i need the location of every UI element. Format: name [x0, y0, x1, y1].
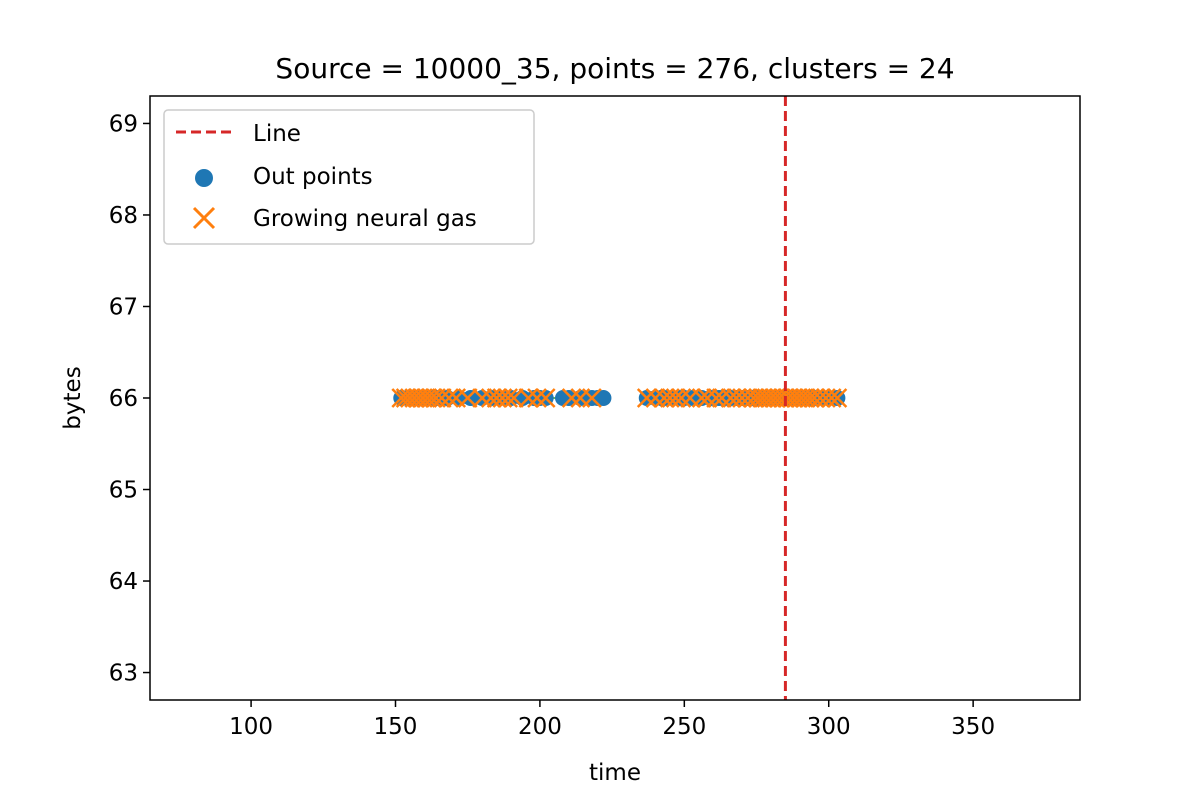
gng-node — [706, 388, 726, 408]
y-axis-label: bytes — [60, 366, 86, 429]
x-tick-label: 300 — [807, 714, 851, 740]
legend-swatch-out-points — [195, 169, 213, 187]
gng-node — [472, 388, 493, 408]
y-tick-label: 69 — [109, 111, 138, 137]
y-tick-label: 64 — [109, 569, 138, 595]
gng-node — [421, 388, 442, 408]
y-tick-label: 63 — [109, 661, 138, 687]
gng-node — [417, 388, 438, 408]
y-tick-label: 68 — [109, 203, 138, 229]
gng-node — [527, 388, 547, 408]
out-point — [595, 390, 612, 406]
x-tick-label: 150 — [374, 714, 418, 740]
gng-node — [795, 388, 816, 408]
gng-node — [800, 388, 820, 408]
gng-node — [561, 388, 582, 408]
legend-label-gng: Growing neural gas — [253, 206, 477, 232]
gng-node — [518, 388, 539, 408]
x-tick-label: 200 — [518, 714, 562, 740]
out-point — [560, 390, 577, 406]
gng-node — [498, 388, 519, 408]
legend-label-out-points: Out points — [253, 164, 373, 190]
legend: Line Out points Growing neural gas — [163, 109, 535, 245]
y-tick-label: 67 — [109, 294, 138, 320]
x-tick-label: 250 — [662, 714, 706, 740]
legend-swatch-gng — [192, 206, 216, 230]
gng-node — [671, 388, 692, 408]
gng-node — [697, 388, 718, 408]
x-tick-label: 350 — [951, 714, 995, 740]
gng-node — [665, 388, 686, 408]
gng-node — [827, 388, 848, 408]
legend-box — [163, 109, 535, 245]
gng-node — [431, 388, 452, 408]
plot-area — [391, 96, 848, 700]
x-axis-label: time — [589, 760, 641, 786]
x-tick-label: 100 — [229, 714, 273, 740]
y-tick-label: 66 — [109, 386, 138, 412]
gng-node — [711, 388, 732, 408]
gng-node — [821, 388, 842, 408]
gng-node — [645, 388, 666, 408]
gng-node — [737, 388, 758, 408]
gng-node — [582, 388, 602, 408]
gng-node — [504, 388, 524, 408]
gng-node — [636, 388, 657, 408]
gng-node — [439, 388, 459, 408]
gng-node — [457, 388, 478, 408]
gng-node — [535, 388, 556, 408]
axis-ticks: 100 150 200 250 300 350 63 64 65 66 67 68 69 — [109, 111, 995, 740]
gng-node — [691, 388, 712, 408]
chart-title: Source = 10000_35, points = 276, cluster… — [275, 52, 954, 85]
y-tick-label: 65 — [109, 478, 138, 504]
legend-label-line: Line — [253, 121, 301, 147]
out-point — [462, 390, 479, 406]
